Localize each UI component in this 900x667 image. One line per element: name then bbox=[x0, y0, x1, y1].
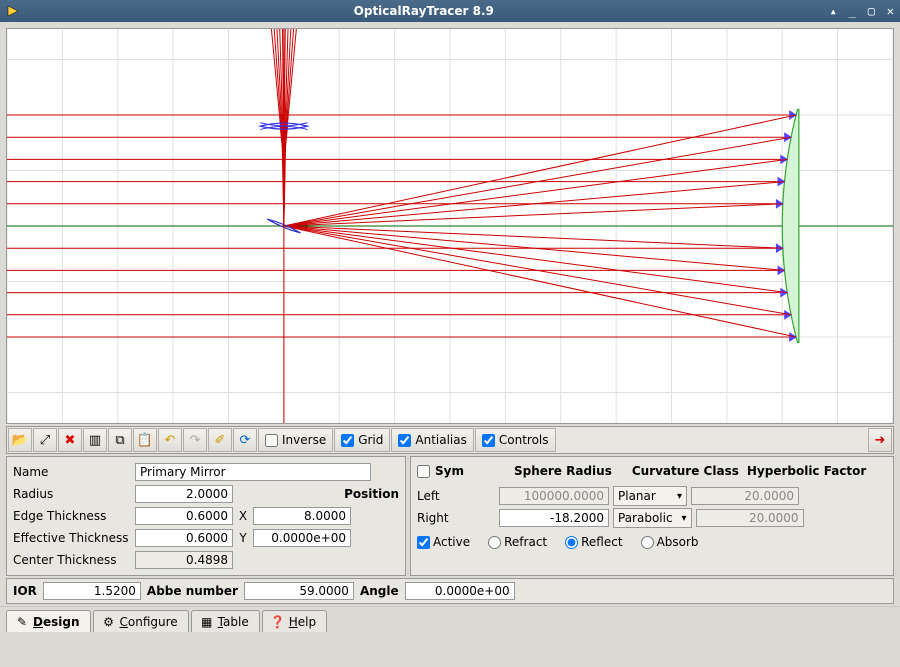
y-input[interactable] bbox=[253, 529, 351, 547]
open-icon[interactable]: 📂 bbox=[8, 428, 32, 452]
ior-label: IOR bbox=[13, 584, 37, 598]
tab-help[interactable]: ❓Help bbox=[262, 610, 327, 632]
right-hyper-input bbox=[696, 509, 804, 527]
new-lens-icon[interactable]: ▥ bbox=[83, 428, 107, 452]
maximize-icon[interactable]: ▢ bbox=[868, 4, 875, 18]
y-label: Y bbox=[237, 531, 249, 545]
panel-geometry: Name Radius Position Edge Thickness X Ef… bbox=[6, 456, 406, 576]
right-surface-label: Right bbox=[417, 511, 457, 525]
active-checkbox[interactable]: Active bbox=[417, 535, 470, 549]
name-label: Name bbox=[13, 465, 131, 479]
tab-table[interactable]: ▦Table bbox=[191, 610, 260, 632]
exit-button[interactable]: ➜ bbox=[868, 428, 892, 452]
tab-bar: ✎Design ⚙Configure ▦Table ❓Help bbox=[0, 606, 900, 632]
sym-checkbox[interactable]: Sym bbox=[417, 464, 464, 478]
antialias-checkbox[interactable]: Antialias bbox=[391, 428, 473, 452]
property-panels: Name Radius Position Edge Thickness X Ef… bbox=[6, 456, 894, 576]
x-input[interactable] bbox=[253, 507, 351, 525]
controls-checkbox[interactable]: Controls bbox=[475, 428, 556, 452]
position-label: Position bbox=[344, 487, 399, 501]
fit-icon[interactable]: ⤢ bbox=[33, 428, 57, 452]
ior-input[interactable] bbox=[43, 582, 141, 600]
hdr-sphere-radius: Sphere Radius bbox=[514, 464, 612, 478]
abbe-label: Abbe number bbox=[147, 584, 238, 598]
name-input[interactable] bbox=[135, 463, 371, 481]
ray-canvas[interactable] bbox=[6, 28, 894, 424]
left-radius-input bbox=[499, 487, 609, 505]
center-thickness-output bbox=[135, 551, 233, 569]
titlebar: OpticalRayTracer 8.9 ▴ _ ▢ ✕ bbox=[0, 0, 900, 22]
right-class-select[interactable]: Parabolic bbox=[613, 508, 692, 528]
table-icon: ▦ bbox=[200, 615, 214, 629]
undo-icon[interactable]: ↶ bbox=[158, 428, 182, 452]
window-controls: ▴ _ ▢ ✕ bbox=[822, 4, 894, 18]
radius-label: Radius bbox=[13, 487, 131, 501]
hdr-hyperbolic: Hyperbolic Factor bbox=[747, 464, 866, 478]
rollup-icon[interactable]: ▴ bbox=[830, 4, 837, 18]
inverse-checkbox[interactable]: Inverse bbox=[258, 428, 333, 452]
minimize-icon[interactable]: _ bbox=[849, 4, 856, 18]
help-icon: ❓ bbox=[271, 615, 285, 629]
close-icon[interactable]: ✕ bbox=[887, 4, 894, 18]
redo-icon[interactable]: ↷ bbox=[183, 428, 207, 452]
angle-input[interactable] bbox=[405, 582, 515, 600]
toolbar: 📂⤢✖▥⧉📋↶↷✐⟳InverseGridAntialiasControls ➜ bbox=[6, 426, 894, 454]
configure-icon: ⚙ bbox=[102, 615, 116, 629]
center-thickness-label: Center Thickness bbox=[13, 553, 131, 567]
edge-thickness-label: Edge Thickness bbox=[13, 509, 131, 523]
effective-thickness-input[interactable] bbox=[135, 529, 233, 547]
reflect-radio[interactable]: Reflect bbox=[565, 535, 622, 549]
delete-icon[interactable]: ✖ bbox=[58, 428, 82, 452]
radius-input[interactable] bbox=[135, 485, 233, 503]
tab-configure[interactable]: ⚙Configure bbox=[93, 610, 189, 632]
absorb-radio[interactable]: Absorb bbox=[641, 535, 699, 549]
right-radius-input[interactable] bbox=[499, 509, 609, 527]
left-surface-label: Left bbox=[417, 489, 457, 503]
clear-icon[interactable]: ✐ bbox=[208, 428, 232, 452]
edge-thickness-input[interactable] bbox=[135, 507, 233, 525]
x-label: X bbox=[237, 509, 249, 523]
design-icon: ✎ bbox=[15, 615, 29, 629]
effective-thickness-label: Effective Thickness bbox=[13, 531, 131, 545]
hdr-curvature-class: Curvature Class bbox=[632, 464, 739, 478]
window-title: OpticalRayTracer 8.9 bbox=[26, 4, 822, 18]
angle-label: Angle bbox=[360, 584, 399, 598]
panel-surfaces: Sym Sphere Radius Curvature Class Hyperb… bbox=[410, 456, 894, 576]
copy-icon[interactable]: ⧉ bbox=[108, 428, 132, 452]
abbe-input[interactable] bbox=[244, 582, 354, 600]
tab-design[interactable]: ✎Design bbox=[6, 610, 91, 632]
app-icon bbox=[6, 4, 20, 18]
refresh-icon[interactable]: ⟳ bbox=[233, 428, 257, 452]
left-class-select[interactable]: Planar bbox=[613, 486, 687, 506]
ior-bar: IOR Abbe number Angle bbox=[6, 578, 894, 604]
grid-checkbox[interactable]: Grid bbox=[334, 428, 390, 452]
left-hyper-input bbox=[691, 487, 799, 505]
paste-icon[interactable]: 📋 bbox=[133, 428, 157, 452]
refract-radio[interactable]: Refract bbox=[488, 535, 547, 549]
